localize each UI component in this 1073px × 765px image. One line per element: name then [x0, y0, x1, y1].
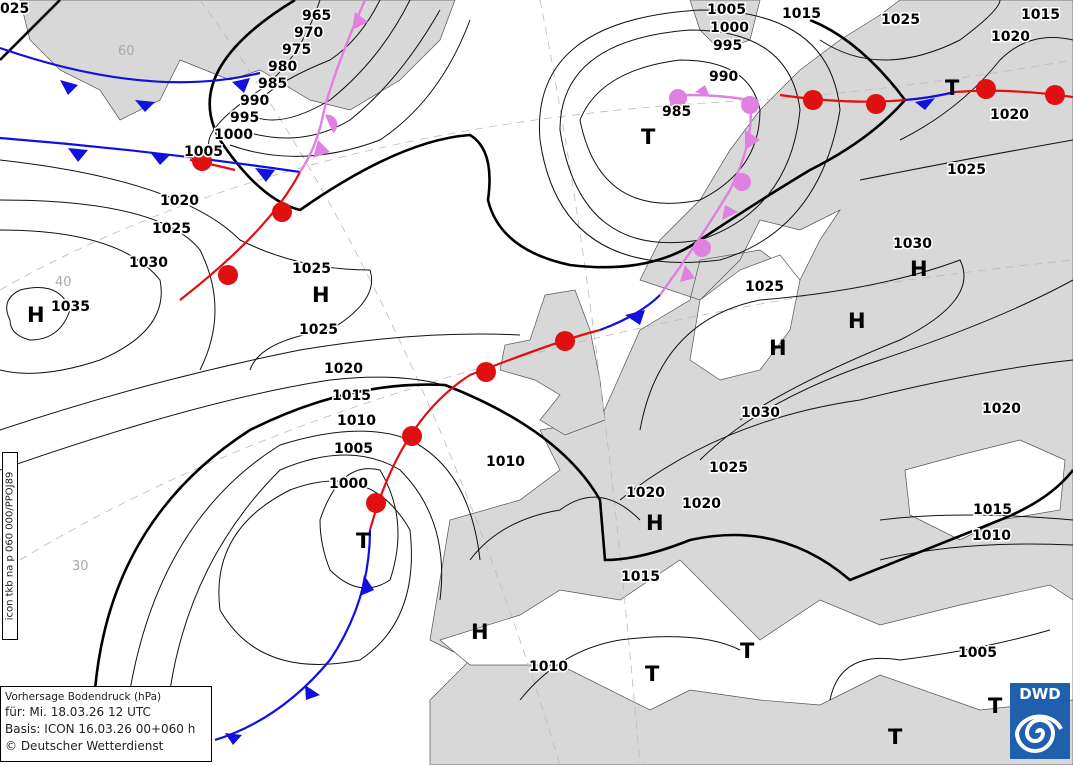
low-pressure-center: T — [988, 694, 1003, 718]
isobar-label: 1020 — [160, 193, 199, 209]
scandinavia — [429, 0, 1073, 765]
isobar-label: 1025 — [152, 221, 191, 237]
low-pressure-center: T — [740, 639, 755, 663]
isobar-labels: 965 970 975 980 985 990 995 1000 1005 10… — [0, 0, 1061, 677]
high-pressure-center: H — [910, 257, 928, 281]
isobar-label: 1025 — [881, 12, 920, 28]
isobar-label: 1020 — [626, 485, 665, 501]
dwd-logo: DWD — [1010, 683, 1070, 759]
isobar-label: 1000 — [329, 476, 368, 492]
legend-valid-time: für: Mi. 18.03.26 12 UTC — [5, 705, 151, 719]
isobar-label: 980 — [268, 59, 297, 75]
isobar-label: 995 — [713, 38, 742, 54]
isobar-label: 1025 — [709, 460, 748, 476]
cold-front — [0, 46, 261, 84]
isobar-label: 975 — [282, 42, 311, 58]
cold-front — [0, 136, 301, 174]
low-pressure-center: T — [641, 125, 656, 149]
isobar-label: 1025 — [745, 279, 784, 295]
legend-box: Vorhersage Bodendruck (hPa) für: Mi. 18.… — [0, 686, 212, 762]
cold-front — [904, 90, 956, 102]
isobar-label: 1005 — [958, 645, 997, 661]
warm-front — [779, 93, 906, 103]
isobar-label: 1025 — [292, 261, 331, 277]
isobar-label: 1015 — [621, 569, 660, 585]
legend-title: Vorhersage Bodendruck (hPa) — [5, 691, 162, 703]
isobar-label: 1010 — [486, 454, 525, 470]
isobar-label: 1005 — [707, 2, 746, 18]
high-pressure-center: H — [848, 309, 866, 333]
low-pressure-center: T — [945, 76, 960, 100]
legend-copyright: © Deutscher Wetterdienst — [5, 739, 164, 753]
latitude-label: 30 — [72, 559, 89, 574]
isobar-label: 1030 — [129, 255, 168, 271]
isobar-label: 1020 — [682, 496, 721, 512]
logo-name: DWD — [1019, 685, 1061, 703]
isobar-label: 1005 — [184, 144, 223, 160]
cold-front — [214, 529, 372, 742]
weather-fronts — [0, 0, 1073, 745]
isobar-label: 1015 — [332, 388, 371, 404]
product-code: icon tkb na p 060 000/PPOJ89 — [4, 471, 16, 621]
isobar-label: 1005 — [334, 441, 373, 457]
isobar-label: 1020 — [991, 29, 1030, 45]
isobar-label: 985 — [662, 104, 691, 120]
pressure-centers: H H H H H H H T T T T T T T — [27, 76, 1003, 749]
high-pressure-center: H — [769, 336, 787, 360]
isobar-label: 1000 — [710, 20, 749, 36]
isobar-label: 1010 — [529, 659, 568, 675]
isobar-label: 025 — [0, 1, 29, 17]
high-pressure-center: H — [312, 283, 330, 307]
low-pressure-center: T — [356, 529, 371, 553]
occluded-front — [299, 0, 367, 173]
mediterranean-sea — [439, 559, 1073, 711]
isobar-label: 1010 — [972, 528, 1011, 544]
high-pressure-center: H — [27, 303, 45, 327]
isobar-label: 995 — [230, 110, 259, 126]
isobar-label: 970 — [294, 25, 323, 41]
latitude-label: 40 — [55, 275, 72, 290]
greenland — [19, 0, 456, 121]
low-pressure-center: T — [645, 662, 660, 686]
isobar-label: 1025 — [299, 322, 338, 338]
isobar-label: 1025 — [947, 162, 986, 178]
isobar-label: 1000 — [214, 127, 253, 143]
isobar-label: 1030 — [741, 405, 780, 421]
isobar-label: 965 — [302, 8, 331, 24]
latitude-label: 60 — [118, 44, 135, 59]
isobars-1015 — [0, 0, 1073, 691]
isobar-label: 1020 — [990, 107, 1029, 123]
isobar-label: 1015 — [973, 502, 1012, 518]
isobars — [0, 0, 1073, 701]
high-pressure-center: H — [471, 620, 489, 644]
isobar-label: 1020 — [982, 401, 1021, 417]
high-pressure-center: H — [646, 511, 664, 535]
isobar-label: 1030 — [893, 236, 932, 252]
product-code-box: icon tkb na p 060 000/PPOJ89 — [2, 452, 18, 640]
isobar-label: 1015 — [1021, 7, 1060, 23]
legend-model-basis: Basis: ICON 16.03.26 00+060 h — [5, 722, 196, 736]
isobar-label: 985 — [258, 76, 287, 92]
isobar-label: 1020 — [324, 361, 363, 377]
british-isles — [499, 289, 606, 436]
isobar-label: 990 — [709, 69, 738, 85]
low-pressure-center: T — [888, 725, 903, 749]
isobar-label: 1015 — [782, 6, 821, 22]
dwd-spiral-icon — [1014, 714, 1063, 753]
warm-front — [179, 171, 301, 301]
isobar-label: 1035 — [51, 299, 90, 315]
baltic-sea — [689, 254, 801, 381]
isobar-label: 1010 — [337, 413, 376, 429]
isobar-label: 990 — [240, 93, 269, 109]
